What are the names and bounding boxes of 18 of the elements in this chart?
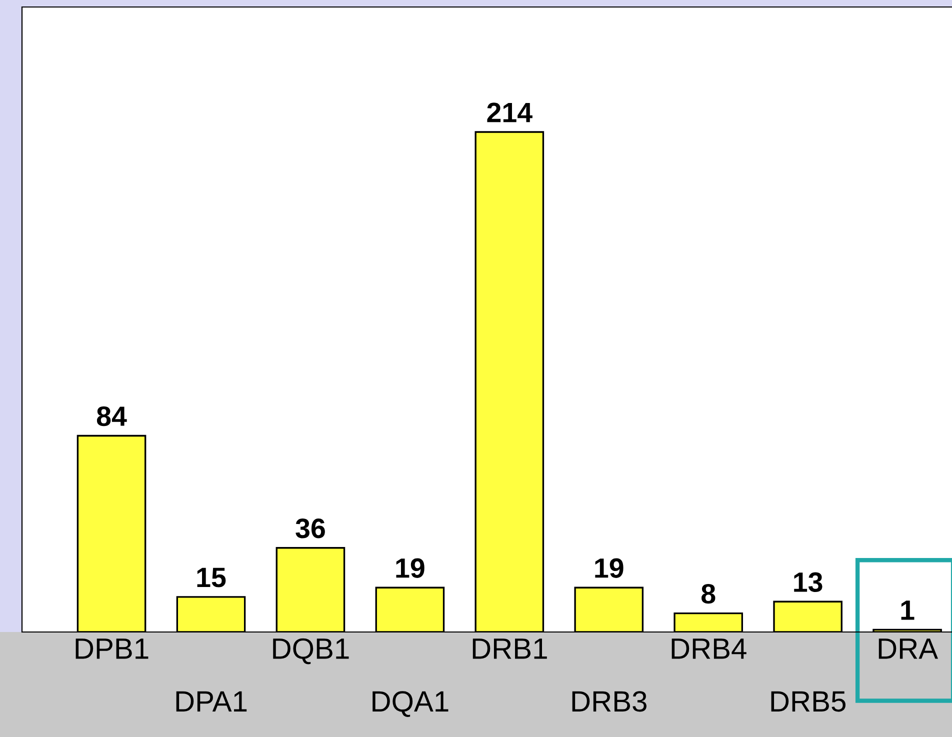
x-tick-label: DRB3 — [572, 691, 646, 712]
data-label: 19 — [595, 558, 624, 578]
data-label: 84 — [96, 406, 127, 426]
x-tick-label: DRA — [878, 638, 938, 659]
data-label: 36 — [296, 518, 325, 538]
data-label: 13 — [794, 572, 822, 592]
x-tick-label: DPB1 — [76, 638, 148, 659]
data-label: 8 — [702, 584, 716, 604]
x-tick-label: DRB1 — [472, 638, 547, 659]
data-label: 1 — [901, 600, 914, 620]
data-label: 19 — [396, 558, 424, 578]
data-label: 15 — [197, 568, 226, 588]
x-tick-label: DPA1 — [176, 691, 247, 712]
x-tick-label: DRB5 — [771, 691, 846, 712]
data-label: 214 — [487, 102, 532, 122]
x-tick-label: DQA1 — [372, 691, 448, 717]
x-tick-label: DRB4 — [672, 638, 746, 659]
x-tick-label: DQB1 — [273, 638, 349, 664]
